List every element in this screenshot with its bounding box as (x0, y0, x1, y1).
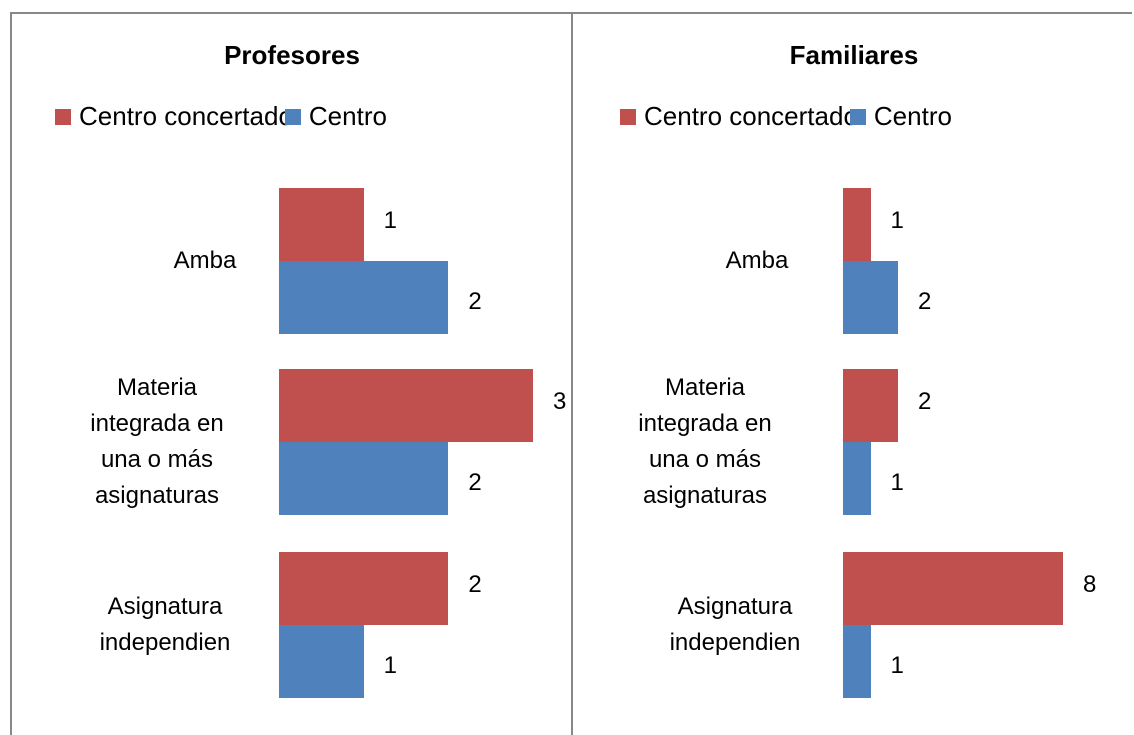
bar (279, 261, 449, 334)
bar (279, 552, 449, 625)
data-label: 1 (383, 651, 398, 679)
data-label: 1 (890, 468, 904, 496)
divider (571, 12, 573, 735)
data-label: 2 (468, 570, 482, 598)
bar (279, 188, 364, 261)
category-label: Materia integrada en una o más asignatur… (638, 374, 772, 509)
legend-label: Centro concertado (644, 101, 858, 131)
data-label: 1 (890, 206, 904, 234)
bar (843, 369, 898, 442)
bar (279, 369, 533, 442)
bar (843, 552, 1063, 625)
legend: Centro concertado Centro (620, 101, 952, 132)
category-label: Asignatura independien (669, 593, 801, 656)
legend-label: Centro (308, 101, 387, 131)
category-label: Asignatura independien (99, 593, 231, 656)
legend-label: Centro concertado (79, 101, 293, 131)
bar (843, 442, 871, 515)
data-label: 3 (553, 387, 567, 415)
legend-swatch (620, 108, 636, 125)
data-label: 1 (890, 651, 904, 679)
data-label: 2 (918, 387, 932, 415)
data-label: 1 (383, 206, 398, 234)
data-label: 2 (468, 468, 482, 496)
bar (843, 261, 898, 334)
bar (843, 625, 871, 698)
data-label: 2 (918, 287, 932, 315)
legend-swatch (284, 108, 301, 125)
category-label: Amba (173, 247, 237, 274)
bar (279, 625, 364, 698)
legend-label: Centro (873, 101, 952, 131)
data-label: 8 (1083, 570, 1097, 598)
bar (279, 442, 449, 515)
bar (843, 188, 871, 261)
legend-swatch (55, 108, 71, 125)
chart-title: Familiares (789, 40, 919, 70)
data-label: 2 (468, 287, 482, 315)
chart-title: Profesores (224, 40, 360, 70)
category-label: Amba (725, 247, 789, 274)
category-label: Materia integrada en una o más asignatur… (90, 374, 224, 509)
legend: Centro concertado Centro (55, 101, 387, 132)
legend-swatch (849, 108, 866, 125)
